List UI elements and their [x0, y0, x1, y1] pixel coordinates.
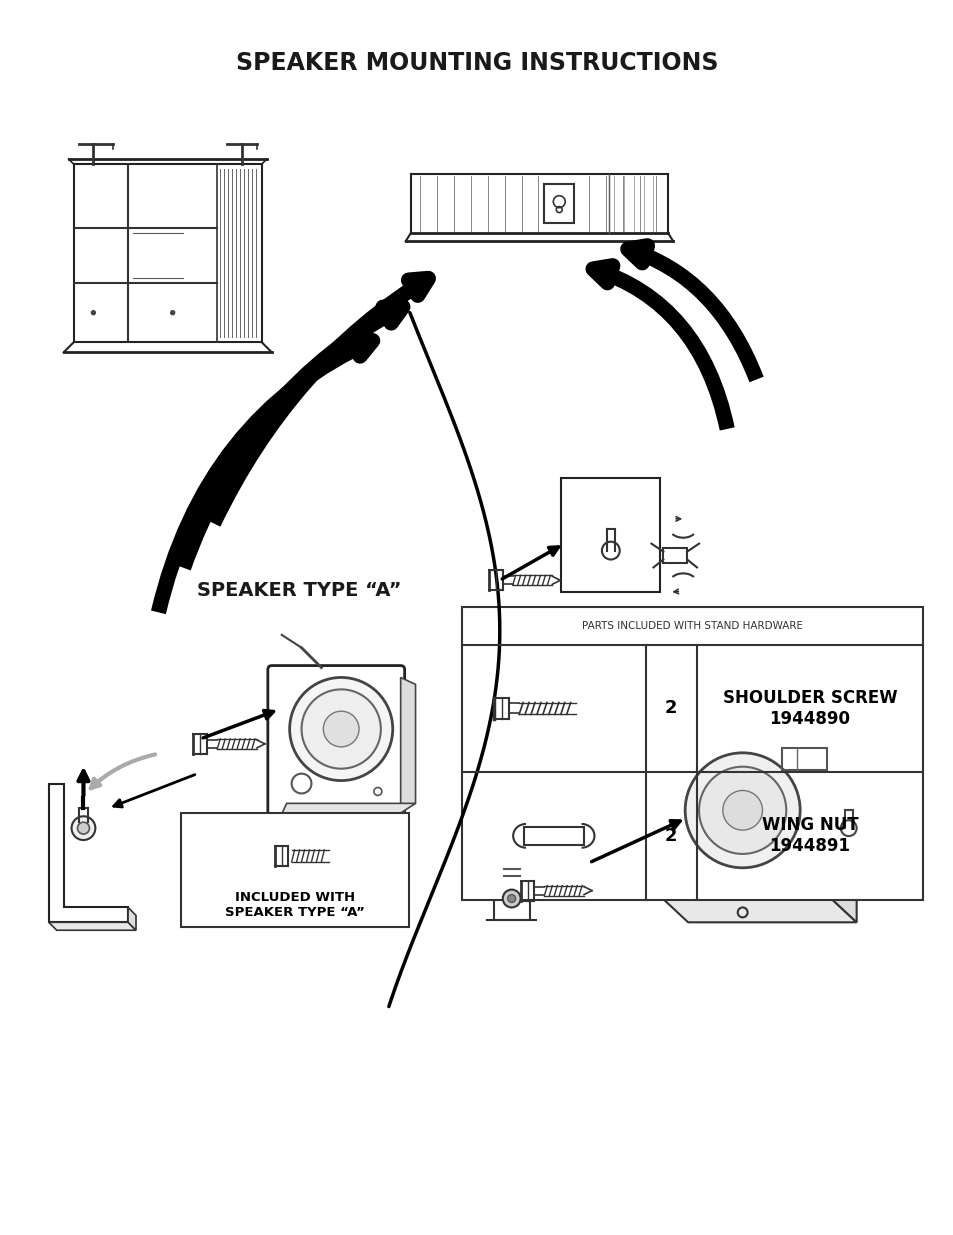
Circle shape	[722, 790, 761, 830]
Circle shape	[290, 678, 393, 781]
Bar	[781, 748, 826, 769]
Circle shape	[71, 816, 95, 840]
Circle shape	[323, 711, 358, 747]
Polygon shape	[400, 678, 416, 810]
Bar	[523, 827, 583, 845]
Bar	[494, 866, 529, 920]
Text: INCLUDED WITH: INCLUDED WITH	[234, 890, 355, 904]
Circle shape	[502, 889, 520, 908]
Text: 2: 2	[664, 699, 677, 718]
FancyBboxPatch shape	[268, 666, 404, 823]
Polygon shape	[49, 783, 128, 923]
Circle shape	[77, 823, 90, 834]
Text: SPEAKER TYPE “A”: SPEAKER TYPE “A”	[225, 906, 364, 919]
Circle shape	[507, 894, 516, 903]
Text: WING NUT
1944891: WING NUT 1944891	[760, 816, 858, 855]
Text: PARTS INCLUDED WITH STAND HARDWARE: PARTS INCLUDED WITH STAND HARDWARE	[581, 621, 802, 631]
Polygon shape	[49, 923, 136, 930]
Text: SPEAKER TYPE “B”: SPEAKER TYPE “B”	[603, 640, 811, 659]
Circle shape	[684, 753, 800, 868]
Polygon shape	[279, 803, 416, 819]
Polygon shape	[128, 908, 136, 930]
Polygon shape	[658, 894, 856, 923]
Circle shape	[699, 767, 785, 853]
Circle shape	[91, 311, 95, 315]
Text: SPEAKER MOUNTING INSTRUCTIONS: SPEAKER MOUNTING INSTRUCTIONS	[235, 51, 718, 75]
Bar	[662, 547, 686, 563]
Polygon shape	[826, 742, 856, 923]
Bar	[180, 814, 408, 927]
Bar	[560, 478, 659, 593]
Text: SPEAKER TYPE “A”: SPEAKER TYPE “A”	[197, 580, 401, 600]
Circle shape	[171, 311, 174, 315]
Circle shape	[301, 689, 380, 768]
Bar	[658, 741, 826, 894]
Bar	[461, 608, 923, 899]
Text: 2: 2	[664, 826, 677, 845]
Text: SHOULDER SCREW
1944890: SHOULDER SCREW 1944890	[722, 689, 897, 727]
